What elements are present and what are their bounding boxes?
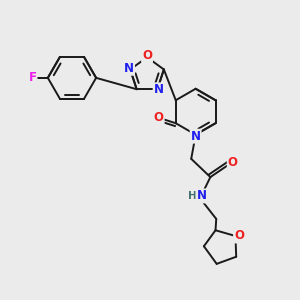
Text: N: N — [196, 189, 206, 203]
Text: N: N — [154, 83, 164, 96]
Text: O: O — [234, 230, 244, 242]
Text: N: N — [190, 130, 201, 143]
Text: O: O — [154, 111, 164, 124]
Text: H: H — [188, 191, 197, 201]
Text: F: F — [28, 71, 37, 84]
Text: N: N — [124, 62, 134, 75]
Text: O: O — [228, 156, 238, 169]
Text: O: O — [142, 49, 152, 62]
